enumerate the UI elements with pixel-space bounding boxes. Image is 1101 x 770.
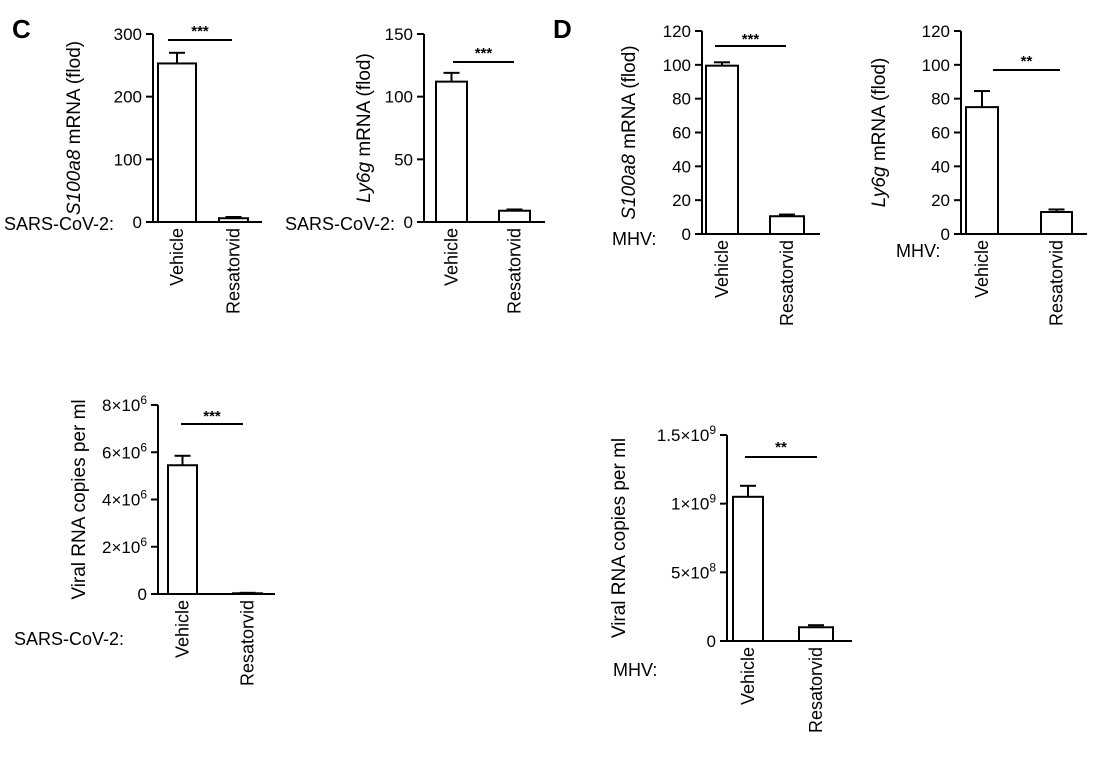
y-tick-label-0-0: 0 xyxy=(133,213,142,232)
y-tick-label-0-3: 300 xyxy=(114,25,142,44)
y-tick-label-2-6: 120 xyxy=(663,22,691,41)
y-axis-label-0: S100a8 mRNA (flod) xyxy=(64,41,85,215)
significance-stars-5: ** xyxy=(775,439,787,456)
category-label-3-1: Resatorvid xyxy=(1047,240,1067,326)
y-tick-label-4-2: 4×106 xyxy=(102,488,147,510)
y-tick-label-4-3: 6×106 xyxy=(102,440,147,462)
y-tick-label-0-2: 200 xyxy=(114,88,142,107)
y-tick-label-1-0: 0 xyxy=(404,213,413,232)
y-tick-label-3-1: 20 xyxy=(931,191,950,210)
y-tick-label-5-2: 1×109 xyxy=(671,492,716,514)
y-tick-label-3-3: 60 xyxy=(931,124,950,143)
category-label-0-0: Vehicle xyxy=(167,228,187,286)
y-tick-label-1-1: 50 xyxy=(394,150,413,169)
significance-stars-2: *** xyxy=(742,31,760,48)
significance-stars-3: ** xyxy=(1021,53,1033,70)
category-label-1-1: Resatorvid xyxy=(505,228,525,314)
category-label-0-1: Resatorvid xyxy=(224,228,244,314)
bar-2-1 xyxy=(769,215,805,236)
category-label-5-1: Resatorvid xyxy=(806,647,826,733)
bar-0-1 xyxy=(218,217,249,224)
y-tick-label-0-1: 100 xyxy=(114,150,142,169)
panel-letter-d: D xyxy=(553,14,572,44)
significance-stars-0: *** xyxy=(191,23,209,40)
condition-label-3: MHV: xyxy=(896,241,940,261)
category-label-1-0: Vehicle xyxy=(442,228,462,286)
y-tick-label-1-2: 100 xyxy=(385,88,413,107)
condition-label-2: MHV: xyxy=(612,229,656,249)
category-label-2-1: Resatorvid xyxy=(777,240,797,326)
condition-label-4: SARS-CoV-2: xyxy=(14,629,124,649)
y-tick-label-2-3: 60 xyxy=(672,124,691,143)
bar-2-0 xyxy=(705,64,739,235)
y-tick-label-2-0: 0 xyxy=(682,225,691,244)
bar-3-1 xyxy=(1040,211,1073,235)
y-axis-label-2: S100a8 mRNA (flod) xyxy=(619,45,640,219)
y-tick-label-4-0: 0 xyxy=(138,585,147,604)
y-tick-label-2-1: 20 xyxy=(672,191,691,210)
y-tick-label-4-1: 2×106 xyxy=(102,535,147,557)
significance-stars-1: *** xyxy=(475,45,493,62)
condition-label-5: MHV: xyxy=(613,660,657,680)
bar-3-0 xyxy=(965,106,999,235)
bar-0-0 xyxy=(157,62,197,223)
y-axis-label-5: Viral RNA copies per ml xyxy=(609,438,630,638)
panel-letter-c: C xyxy=(12,14,31,44)
y-tick-label-2-5: 100 xyxy=(663,56,691,75)
y-tick-label-5-3: 1.5×109 xyxy=(657,423,716,445)
y-tick-label-1-3: 150 xyxy=(385,25,413,44)
y-tick-label-3-2: 40 xyxy=(931,157,950,176)
bar-5-0 xyxy=(732,495,764,642)
y-tick-label-5-0: 0 xyxy=(707,632,716,651)
y-tick-label-2-2: 40 xyxy=(672,157,691,176)
category-label-5-0: Vehicle xyxy=(738,647,758,705)
category-label-3-0: Vehicle xyxy=(972,240,992,298)
y-axis-label-4: Viral RNA copies per ml xyxy=(69,399,90,599)
y-tick-label-2-4: 80 xyxy=(672,90,691,109)
condition-label-1: SARS-CoV-2: xyxy=(285,214,395,234)
y-tick-label-3-0: 0 xyxy=(941,225,950,244)
bar-4-0 xyxy=(167,464,198,595)
condition-label-0: SARS-CoV-2: xyxy=(4,214,114,234)
category-label-2-0: Vehicle xyxy=(712,240,732,298)
y-tick-label-3-4: 80 xyxy=(931,90,950,109)
category-label-4-0: Vehicle xyxy=(173,600,193,658)
bar-1-1 xyxy=(498,209,531,224)
y-axis-label-3: Ly6g mRNA (flod) xyxy=(869,58,890,208)
y-tick-label-4-4: 8×106 xyxy=(102,393,147,415)
category-label-4-1: Resatorvid xyxy=(238,600,258,686)
bar-1-0 xyxy=(435,80,468,223)
y-tick-label-5-1: 5×108 xyxy=(671,560,716,582)
y-tick-label-3-6: 120 xyxy=(922,22,950,41)
significance-stars-4: *** xyxy=(203,408,221,425)
bar-5-1 xyxy=(798,626,834,642)
y-axis-label-1: Ly6g mRNA (flod) xyxy=(354,53,375,203)
y-tick-label-3-5: 100 xyxy=(922,56,950,75)
